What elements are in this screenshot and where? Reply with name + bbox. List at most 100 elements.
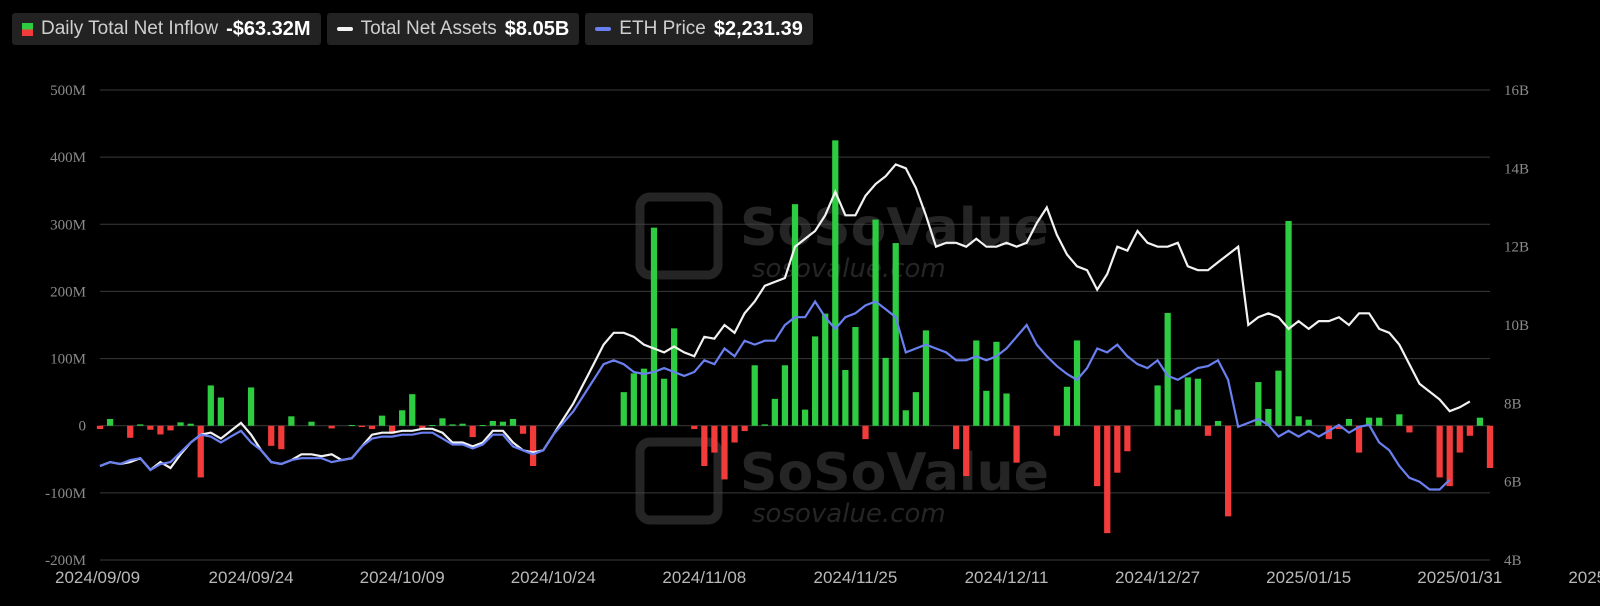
inflow-bar[interactable] (529, 425, 537, 466)
inflow-bar[interactable] (892, 243, 899, 426)
inflow-bar[interactable] (499, 421, 507, 426)
inflow-bar[interactable] (137, 424, 144, 426)
legend-inflow[interactable]: Daily Total Net Inflow -$63.32M (12, 13, 321, 45)
inflow-bar[interactable] (842, 369, 849, 426)
inflow-bar[interactable] (1466, 425, 1473, 436)
inflow-bar[interactable] (1224, 425, 1232, 517)
inflow-bar[interactable] (791, 204, 799, 426)
inflow-bar[interactable] (660, 378, 668, 426)
inflow-bar[interactable] (953, 425, 960, 450)
inflow-bar[interactable] (1396, 414, 1403, 426)
inflow-bar[interactable] (399, 410, 406, 426)
inflow-bar[interactable] (1204, 425, 1212, 436)
inflow-bar[interactable] (207, 385, 214, 426)
legend-price[interactable]: ETH Price $2,231.39 (585, 13, 813, 45)
inflow-bar[interactable] (278, 425, 285, 450)
inflow-bar[interactable] (1094, 425, 1101, 487)
inflow-bar[interactable] (449, 424, 456, 426)
inflow-bar[interactable] (1194, 378, 1202, 426)
inflow-bar[interactable] (1104, 425, 1111, 534)
inflow-bar[interactable] (872, 219, 879, 426)
inflow-bar[interactable] (1295, 416, 1302, 426)
inflow-bar[interactable] (106, 419, 114, 426)
inflow-bar[interactable] (761, 424, 768, 426)
inflow-bar[interactable] (247, 387, 255, 426)
inflow-bar[interactable] (1013, 425, 1020, 463)
inflow-bar[interactable] (1305, 419, 1312, 426)
inflow-bar[interactable] (922, 330, 930, 426)
inflow-bar[interactable] (429, 425, 436, 427)
inflow-bar[interactable] (751, 365, 758, 426)
inflow-bar[interactable] (1154, 385, 1161, 426)
inflow-bar[interactable] (1446, 425, 1453, 487)
inflow-bar[interactable] (388, 425, 396, 434)
inflow-bar[interactable] (973, 340, 980, 426)
legend-assets[interactable]: Total Net Assets $8.05B (326, 13, 580, 45)
inflow-bar[interactable] (328, 425, 335, 429)
inflow-bar[interactable] (1255, 382, 1262, 426)
inflow-bar[interactable] (832, 140, 839, 426)
inflow-bar[interactable] (1265, 408, 1272, 426)
inflow-bar[interactable] (1436, 425, 1443, 478)
inflow-bar[interactable] (1376, 417, 1383, 426)
inflow-bar[interactable] (157, 425, 164, 435)
inflow-bar[interactable] (1174, 409, 1181, 426)
inflow-bar[interactable] (862, 425, 869, 440)
inflow-bar[interactable] (409, 394, 416, 426)
inflow-bar[interactable] (288, 416, 295, 426)
inflow-bar[interactable] (1184, 377, 1191, 426)
inflow-bar[interactable] (781, 365, 789, 426)
inflow-bar[interactable] (963, 425, 970, 477)
inflow-bar[interactable] (1164, 312, 1171, 426)
inflow-bar[interactable] (993, 341, 1000, 426)
inflow-bar[interactable] (358, 425, 366, 428)
inflow-bar[interactable] (378, 415, 386, 426)
inflow-bar[interactable] (509, 419, 517, 426)
inflow-bar[interactable] (197, 425, 204, 478)
inflow-bar[interactable] (1325, 425, 1332, 440)
inflow-bar[interactable] (489, 421, 496, 426)
inflow-bar[interactable] (1214, 421, 1222, 426)
inflow-bar[interactable] (1275, 370, 1282, 426)
inflow-bar[interactable] (479, 425, 486, 427)
inflow-bar[interactable] (771, 398, 778, 426)
inflow-bar[interactable] (167, 425, 174, 431)
inflow-bar[interactable] (177, 422, 184, 426)
inflow-bar[interactable] (1063, 386, 1071, 426)
inflow-bar[interactable] (127, 425, 134, 438)
inflow-bar[interactable] (368, 425, 376, 430)
inflow-bar[interactable] (812, 336, 819, 426)
inflow-bar[interactable] (1406, 425, 1413, 433)
inflow-bar[interactable] (459, 423, 466, 426)
inflow-bar[interactable] (731, 425, 738, 443)
inflow-bar[interactable] (650, 227, 658, 426)
inflow-bar[interactable] (1345, 419, 1353, 426)
inflow-bar[interactable] (1124, 425, 1131, 452)
inflow-bar[interactable] (1073, 340, 1081, 426)
inflow-bar[interactable] (1476, 417, 1484, 426)
inflow-bar[interactable] (348, 425, 355, 427)
inflow-bar[interactable] (217, 397, 224, 426)
inflow-bar[interactable] (439, 418, 446, 426)
inflow-bar[interactable] (1456, 425, 1463, 453)
inflow-bar[interactable] (308, 421, 315, 426)
inflow-bar[interactable] (912, 392, 919, 426)
inflow-bar[interactable] (902, 410, 909, 426)
inflow-bar[interactable] (519, 425, 527, 434)
inflow-bar[interactable] (1003, 393, 1010, 426)
inflow-bar[interactable] (701, 425, 708, 466)
inflow-bar[interactable] (822, 313, 829, 426)
inflow-bar[interactable] (1486, 425, 1494, 469)
inflow-bar[interactable] (268, 425, 275, 446)
inflow-bar[interactable] (469, 425, 476, 438)
inflow-bar[interactable] (801, 409, 809, 426)
inflow-bar[interactable] (711, 425, 718, 453)
inflow-bar[interactable] (187, 423, 194, 426)
inflow-bar[interactable] (691, 425, 698, 430)
inflow-bar[interactable] (671, 328, 678, 426)
inflow-bar[interactable] (147, 425, 154, 430)
inflow-bar[interactable] (96, 425, 104, 430)
inflow-bar[interactable] (1355, 425, 1363, 453)
inflow-bar[interactable] (419, 425, 426, 430)
inflow-bar[interactable] (1335, 425, 1343, 430)
